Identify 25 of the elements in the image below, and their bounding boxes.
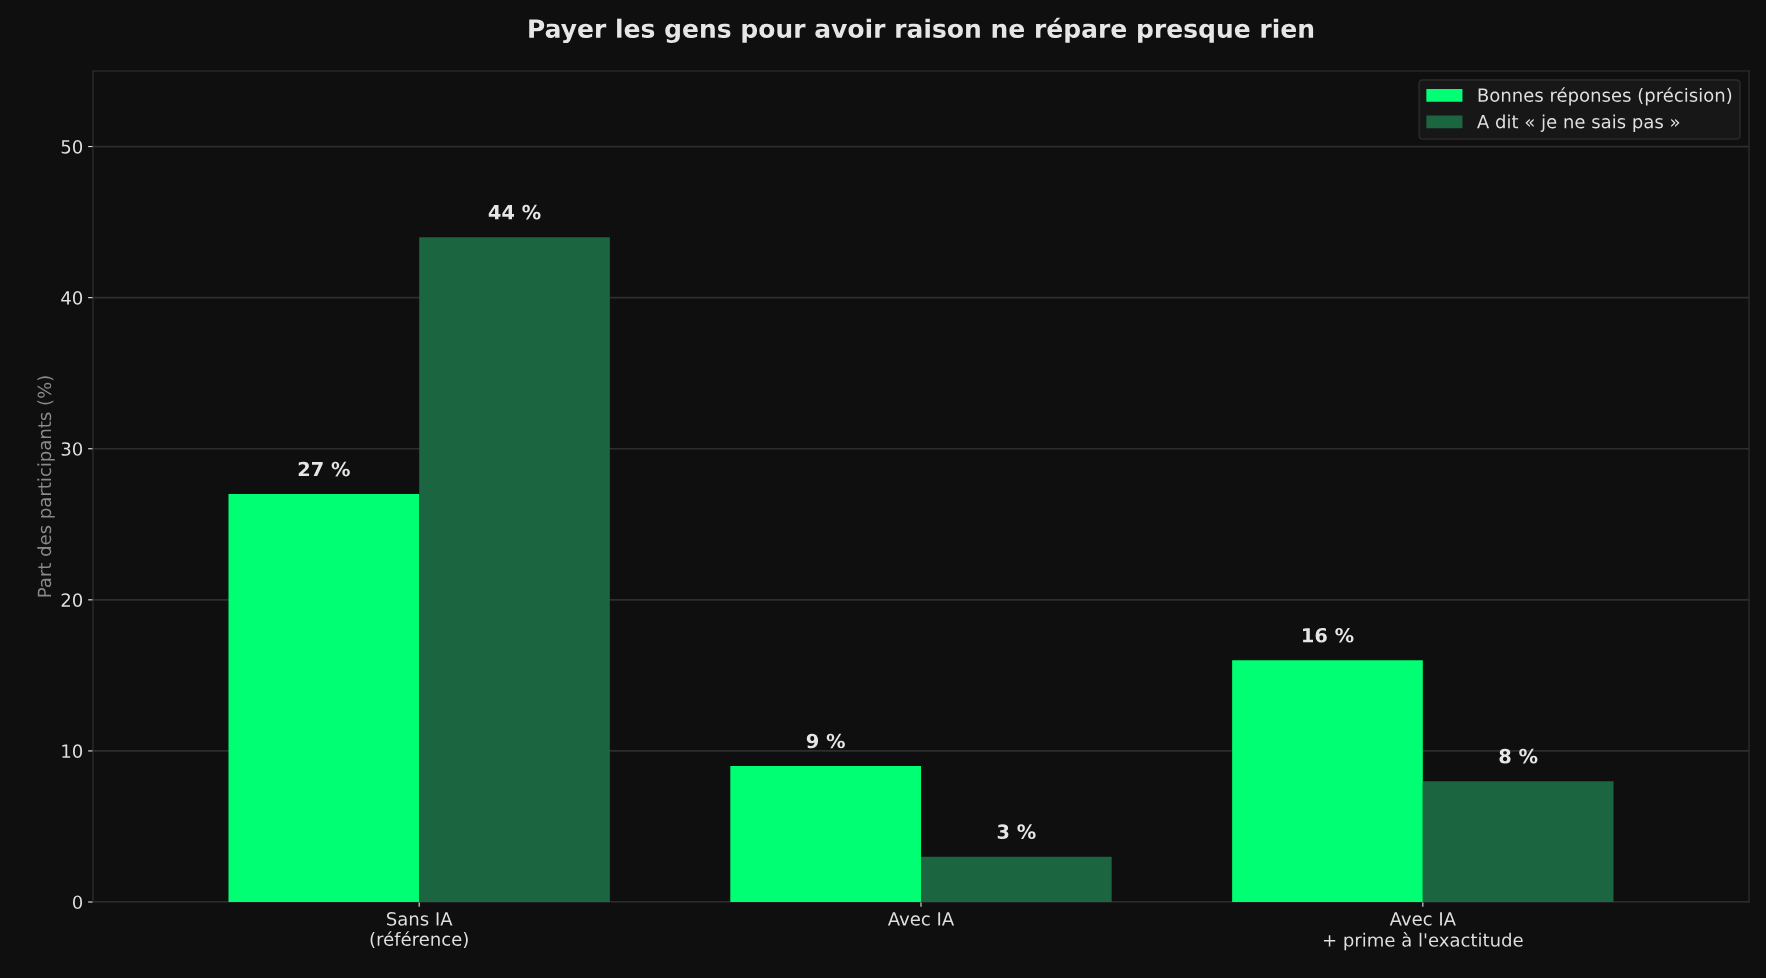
bar <box>730 766 921 902</box>
x-tick-label: Avec IA <box>887 912 955 926</box>
data-label: 44 % <box>488 204 541 220</box>
y-tick-label: 50 <box>61 140 83 154</box>
y-tick-label: 30 <box>61 442 83 456</box>
y-tick-label: 0 <box>72 895 83 910</box>
y-axis-title: Part des participants (%) <box>37 376 55 597</box>
legend-label: A dit « je ne sais pas » <box>1477 114 1680 132</box>
bar <box>419 237 610 902</box>
data-label: 8 % <box>1499 748 1538 764</box>
x-tick-label: Sans IA (référence) <box>370 912 468 949</box>
data-label: 3 % <box>997 824 1036 840</box>
data-label: 16 % <box>1303 627 1354 643</box>
data-label: 9 % <box>806 733 845 749</box>
y-tick-label: 10 <box>62 744 83 759</box>
bar <box>1422 781 1614 902</box>
bar <box>1232 660 1423 902</box>
bar <box>921 856 1112 902</box>
y-tick-label: 40 <box>61 291 83 305</box>
chart-title: Payer les gens pour avoir raison ne répare presque rien <box>529 17 1314 44</box>
data-label: 27 % <box>298 461 350 477</box>
y-tick-label: 20 <box>61 593 83 607</box>
bar <box>228 494 420 902</box>
legend-label: Bonnes réponses (précision) <box>1478 87 1732 106</box>
x-tick-label: Avec IA + prime à l'exactitude <box>1323 912 1523 951</box>
